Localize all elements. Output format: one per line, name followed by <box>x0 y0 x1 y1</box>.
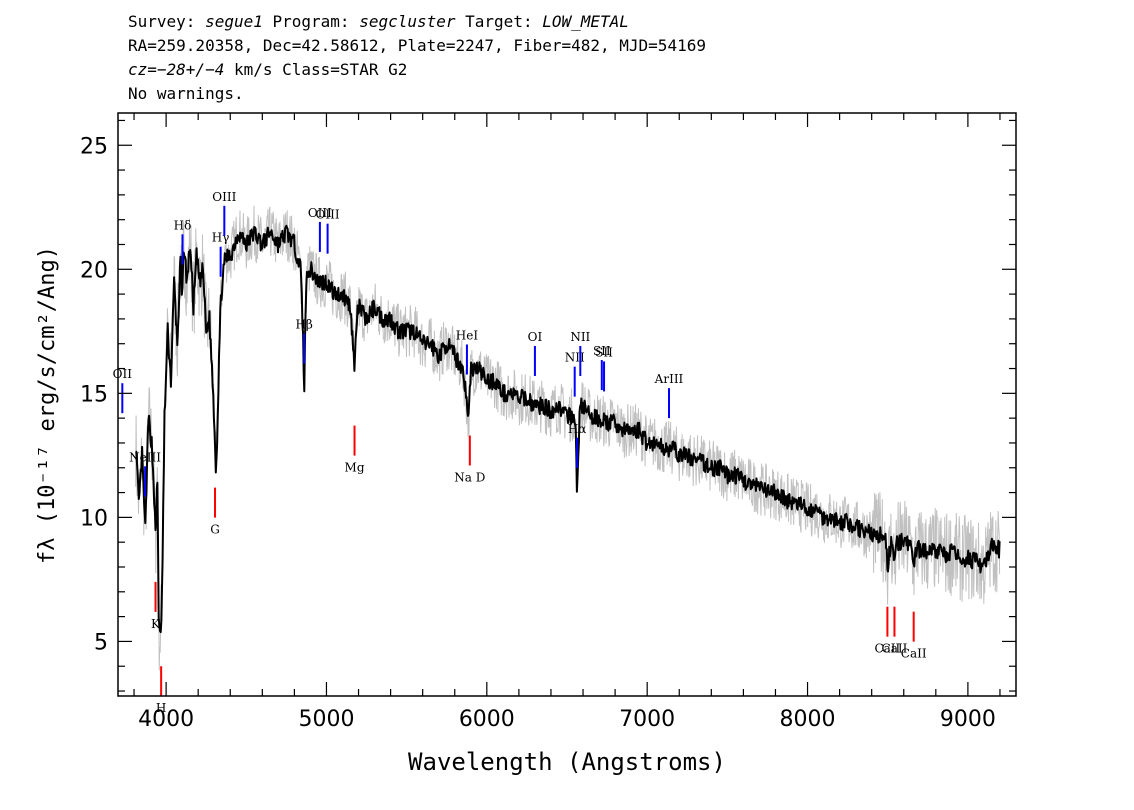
x-tick-label: 8000 <box>780 707 836 732</box>
emission-label: NII <box>565 351 585 365</box>
absorption-label: H <box>156 701 166 715</box>
absorption-label: CaII <box>874 642 900 656</box>
emission-label: NeIII <box>129 450 161 464</box>
emission-label: Hγ <box>212 231 230 245</box>
absorption-label: G <box>210 523 220 537</box>
emission-label: Hδ <box>174 218 192 232</box>
spectrum-header: Survey: segue1 Program: segcluster Targe… <box>128 10 1028 106</box>
y-tick-label: 25 <box>80 134 108 159</box>
x-tick-label: 7000 <box>619 707 675 732</box>
cz-value: cz=−28+/−4 <box>128 60 225 79</box>
y-tick-label: 20 <box>80 258 108 283</box>
spectrum-line <box>135 224 1001 634</box>
survey-label: Survey: <box>128 12 206 31</box>
survey-value: segue1 <box>205 12 263 31</box>
x-tick-label: 4000 <box>138 707 194 732</box>
absorption-label: CaII <box>882 642 908 656</box>
x-axis-label: Wavelength (Angstroms) <box>408 748 726 776</box>
header-line-coordinates: RA=259.20358, Dec=42.58612, Plate=2247, … <box>128 36 706 55</box>
error-band <box>135 205 1001 671</box>
absorption-label: CaII <box>901 647 927 661</box>
header-line-warnings: No warnings. <box>128 84 244 103</box>
header-line-redshift: cz=−28+/−4 km/s Class=STAR G2 <box>128 58 1028 82</box>
absorption-label: K <box>151 617 161 631</box>
emission-label: NII <box>570 330 590 344</box>
x-tick-layer: 4000 5000 6000 7000 8000 9000 <box>133 113 1001 732</box>
target-value: LOW_METAL <box>542 12 629 31</box>
target-label: Target: <box>455 12 543 31</box>
plot-frame <box>117 112 1017 697</box>
y-tick-label: 10 <box>80 506 108 531</box>
emission-label: OI <box>528 330 543 344</box>
header-line-survey: Survey: segue1 Program: segcluster Targe… <box>128 10 1028 34</box>
emission-label: OIII <box>212 190 236 204</box>
spectrum-layer <box>135 224 1001 634</box>
x-tick-label: 9000 <box>940 707 996 732</box>
cz-unit-class: km/s Class=STAR G2 <box>224 60 408 79</box>
program-value: segcluster <box>359 12 456 31</box>
x-tick-label: 5000 <box>298 707 354 732</box>
y-tick-layer: 5 10 15 20 25 <box>80 119 1016 692</box>
error-band-layer <box>135 205 1001 671</box>
emission-label: SII <box>595 345 613 359</box>
program-label: Program: <box>262 12 360 31</box>
absorption-label: Na D <box>454 471 485 485</box>
emission-label: OIII <box>308 206 332 220</box>
absorption-label: Mg <box>345 461 365 475</box>
emission-label: ArIII <box>654 372 684 386</box>
emission-label: Hβ <box>295 318 312 332</box>
emission-label: Hα <box>568 422 587 436</box>
emission-label: OIII <box>316 208 340 222</box>
y-tick-label: 15 <box>80 382 108 407</box>
x-tick-label: 6000 <box>459 707 515 732</box>
emission-label: OII <box>113 367 133 381</box>
emission-label: SII <box>593 344 611 358</box>
emission-label: HeI <box>456 328 479 342</box>
y-tick-label: 5 <box>94 630 108 655</box>
y-axis-label: fλ (10⁻¹⁷ erg/s/cm²/Ang) <box>35 246 60 564</box>
